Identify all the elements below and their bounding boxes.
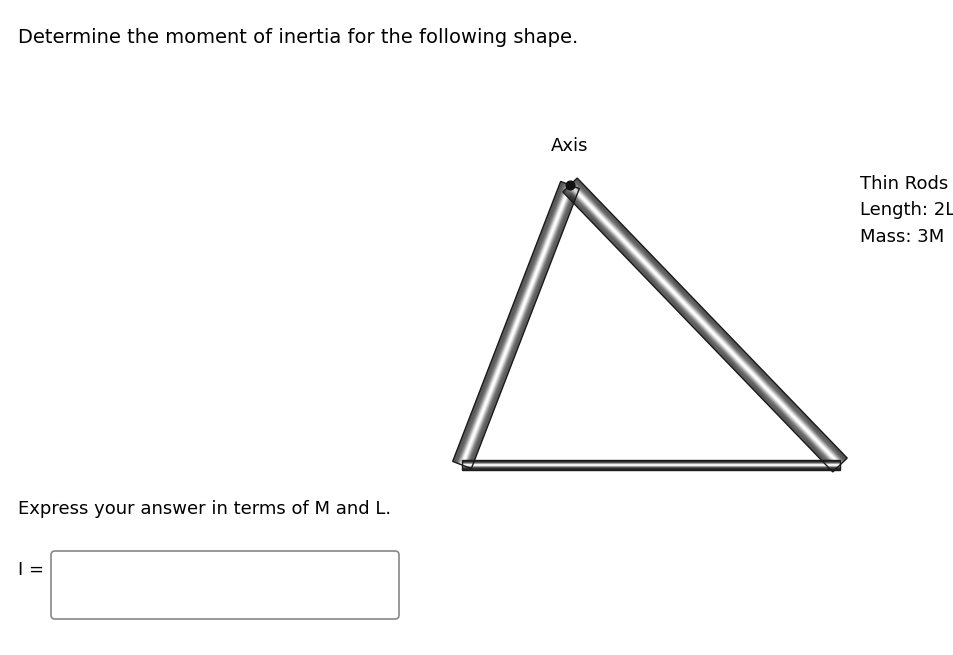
Text: I =: I = (18, 561, 44, 579)
Polygon shape (565, 189, 835, 469)
Polygon shape (456, 183, 565, 463)
Polygon shape (458, 184, 567, 464)
Polygon shape (563, 191, 833, 471)
Polygon shape (569, 185, 840, 465)
Point (561, 179, 577, 190)
Polygon shape (454, 182, 562, 462)
Polygon shape (564, 190, 834, 470)
Polygon shape (456, 183, 564, 463)
Polygon shape (452, 181, 560, 462)
Polygon shape (466, 187, 575, 467)
Polygon shape (467, 187, 576, 468)
Polygon shape (468, 187, 577, 468)
Polygon shape (570, 184, 841, 464)
Polygon shape (469, 188, 578, 468)
Polygon shape (463, 186, 572, 466)
Polygon shape (463, 185, 571, 466)
Polygon shape (457, 183, 566, 464)
Polygon shape (574, 181, 843, 461)
Polygon shape (465, 187, 574, 466)
Text: Determine the moment of inertia for the following shape.: Determine the moment of inertia for the … (18, 28, 578, 47)
Polygon shape (575, 179, 845, 460)
Polygon shape (571, 183, 841, 464)
Polygon shape (574, 180, 844, 461)
Polygon shape (562, 191, 832, 472)
Polygon shape (563, 190, 834, 470)
Polygon shape (453, 181, 561, 462)
Polygon shape (575, 180, 844, 460)
FancyBboxPatch shape (51, 551, 398, 619)
Polygon shape (573, 181, 843, 462)
Polygon shape (576, 179, 846, 459)
Polygon shape (461, 185, 570, 465)
Polygon shape (468, 187, 577, 468)
Polygon shape (572, 182, 842, 462)
Polygon shape (568, 185, 839, 466)
Polygon shape (564, 189, 835, 470)
Polygon shape (456, 183, 564, 463)
Polygon shape (454, 182, 562, 462)
Polygon shape (565, 188, 836, 469)
Polygon shape (464, 186, 573, 466)
Polygon shape (570, 183, 841, 464)
Polygon shape (460, 185, 569, 465)
Polygon shape (459, 184, 568, 464)
Polygon shape (566, 187, 837, 468)
Polygon shape (470, 188, 578, 468)
Polygon shape (567, 187, 837, 467)
Polygon shape (457, 183, 566, 464)
Text: Axis: Axis (551, 137, 588, 155)
Polygon shape (576, 179, 845, 459)
Polygon shape (459, 184, 568, 464)
Text: Express your answer in terms of M and L.: Express your answer in terms of M and L. (18, 500, 391, 518)
Polygon shape (470, 189, 578, 468)
Polygon shape (569, 185, 840, 466)
Polygon shape (567, 187, 838, 467)
Polygon shape (571, 183, 841, 463)
Polygon shape (455, 182, 563, 462)
Polygon shape (466, 187, 575, 467)
Polygon shape (461, 185, 569, 465)
Polygon shape (568, 186, 838, 466)
Polygon shape (462, 185, 571, 466)
Polygon shape (573, 181, 842, 462)
Polygon shape (562, 191, 833, 472)
Text: Thin Rods
Length: 2L
Mass: 3M: Thin Rods Length: 2L Mass: 3M (859, 175, 953, 246)
Polygon shape (465, 186, 573, 466)
Polygon shape (566, 188, 836, 468)
Polygon shape (577, 178, 846, 458)
